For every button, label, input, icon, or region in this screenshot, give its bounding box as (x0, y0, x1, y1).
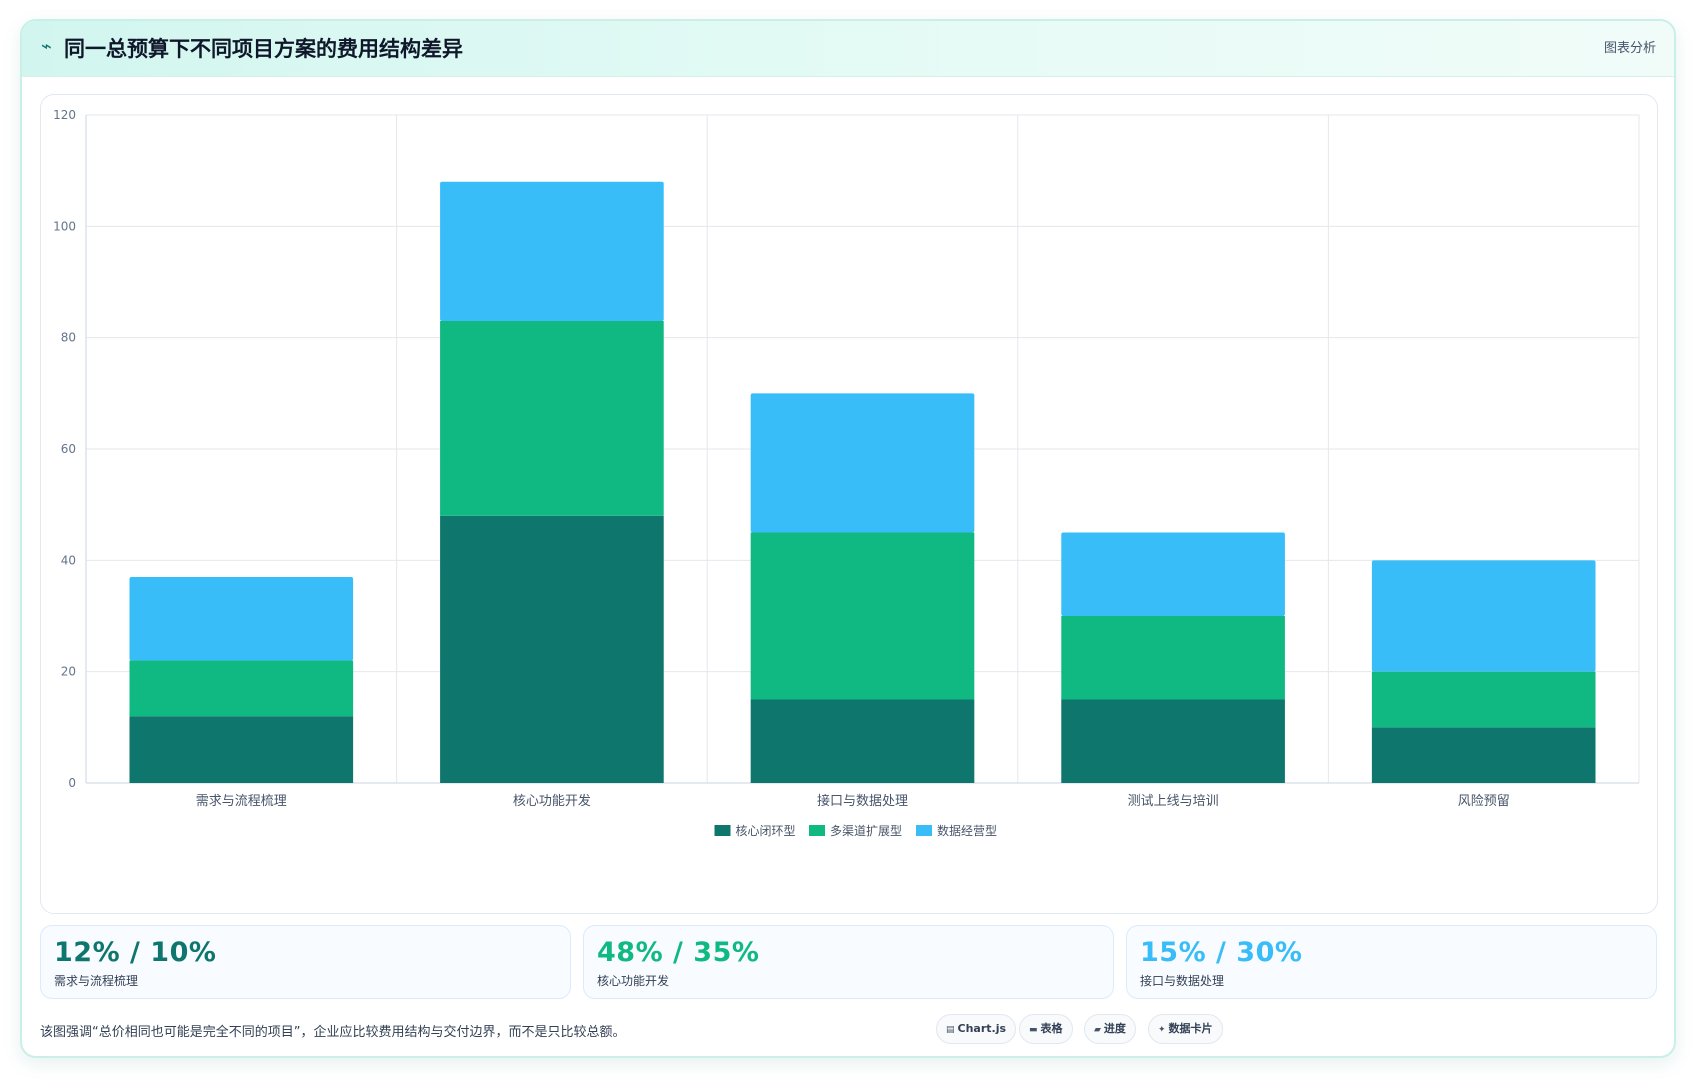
stacked-bar-chart: 0 20 40 60 80 100 120 需求与流程梳理 核心功能开发 接口与数据处理 测试上线与… (53, 108, 1640, 838)
pill-progress[interactable]: ▰ 进度 (1084, 1014, 1136, 1044)
trend-line-icon: ⌁ (41, 36, 52, 57)
sparkle-icon: ✦ (1158, 1025, 1166, 1035)
bar-segment (750, 699, 975, 783)
stat-card-requirements: 12% / 10% 需求与流程梳理 (40, 925, 571, 999)
bar-segment (1371, 671, 1596, 728)
stat-value: 15% / 30% (1140, 937, 1303, 968)
chart-card: ⌁ 同一总预算下不同项目方案的费用结构差异 图表分析 0 20 40 60 80 100 1… (20, 19, 1676, 1058)
stats-row: 12% / 10% 需求与流程梳理 48% / 35% 核心功能开发 15% /… (40, 925, 1658, 999)
pill-label: Chart.js (957, 1022, 1007, 1035)
pill-label: 进度 (1103, 1022, 1126, 1035)
x-tick-label: 核心功能开发 (513, 793, 591, 809)
stat-card-core-dev: 48% / 35% 核心功能开发 (583, 925, 1114, 999)
x-tick-label: 接口与数据处理 (817, 793, 908, 809)
legend-swatch (714, 825, 731, 836)
bar-segment (440, 320, 664, 516)
bar-segment (750, 532, 975, 700)
chart-icon: ▤ (946, 1025, 955, 1035)
pill-table[interactable]: ▬ 表格 (1019, 1014, 1073, 1044)
card-header: ⌁ 同一总预算下不同项目方案的费用结构差异 图表分析 (22, 21, 1674, 77)
y-tick-label: 80 (61, 331, 76, 345)
legend-swatch (916, 825, 932, 836)
y-tick-label: 100 (53, 219, 76, 233)
footnote: 该图强调“总价相同也可能是完全不同的项目”，企业应比较费用结构与交付边界，而不是… (40, 1025, 626, 1040)
legend-swatch (809, 825, 825, 836)
bar-segment (1371, 560, 1596, 672)
chart-analysis-link[interactable]: 图表分析 (1603, 41, 1656, 56)
legend-label: 多渠道扩展型 (830, 824, 902, 838)
bar-segment (129, 577, 354, 661)
y-tick-label: 120 (53, 108, 76, 122)
bar-segment (1061, 532, 1285, 616)
page-title: 同一总预算下不同项目方案的费用结构差异 (64, 37, 463, 61)
y-tick-label: 60 (61, 442, 76, 456)
legend-label: 核心闭环型 (736, 824, 796, 838)
stat-label: 接口与数据处理 (1140, 974, 1225, 988)
stat-value: 48% / 35% (597, 937, 760, 968)
pill-chartjs[interactable]: ▤ Chart.js (936, 1014, 1017, 1044)
bar-segment (1371, 727, 1596, 783)
legend-label: 数据经营型 (937, 823, 997, 838)
y-tick-label: 40 (61, 553, 76, 567)
y-tick-label: 20 (61, 665, 76, 679)
bar-segment (440, 515, 664, 783)
x-tick-label: 风险预留 (1458, 794, 1510, 809)
bar-segment (129, 716, 354, 783)
pill-data-card[interactable]: ✦ 数据卡片 (1148, 1014, 1223, 1044)
stat-label: 需求与流程梳理 (54, 974, 139, 988)
stat-card-integration: 15% / 30% 接口与数据处理 (1126, 925, 1657, 999)
stat-value: 12% / 10% (54, 937, 217, 968)
x-tick-label: 测试上线与培训 (1128, 793, 1219, 809)
chart-container: 0 20 40 60 80 100 120 需求与流程梳理 核心功能开发 接口与数据处理 测试上线与… (40, 94, 1658, 914)
bar-segment (750, 393, 975, 533)
bar-segment (1061, 699, 1285, 783)
stat-label: 核心功能开发 (597, 974, 670, 988)
y-tick-label: 0 (68, 776, 76, 790)
pill-label: 表格 (1040, 1022, 1063, 1035)
bar-segment (129, 660, 354, 717)
pill-label: 数据卡片 (1168, 1022, 1213, 1035)
table-icon: ▬ (1029, 1025, 1038, 1035)
progress-icon: ▰ (1094, 1025, 1101, 1035)
x-tick-label: 需求与流程梳理 (196, 794, 287, 809)
bar-segment (1061, 616, 1285, 700)
bar-segment (440, 181, 664, 321)
